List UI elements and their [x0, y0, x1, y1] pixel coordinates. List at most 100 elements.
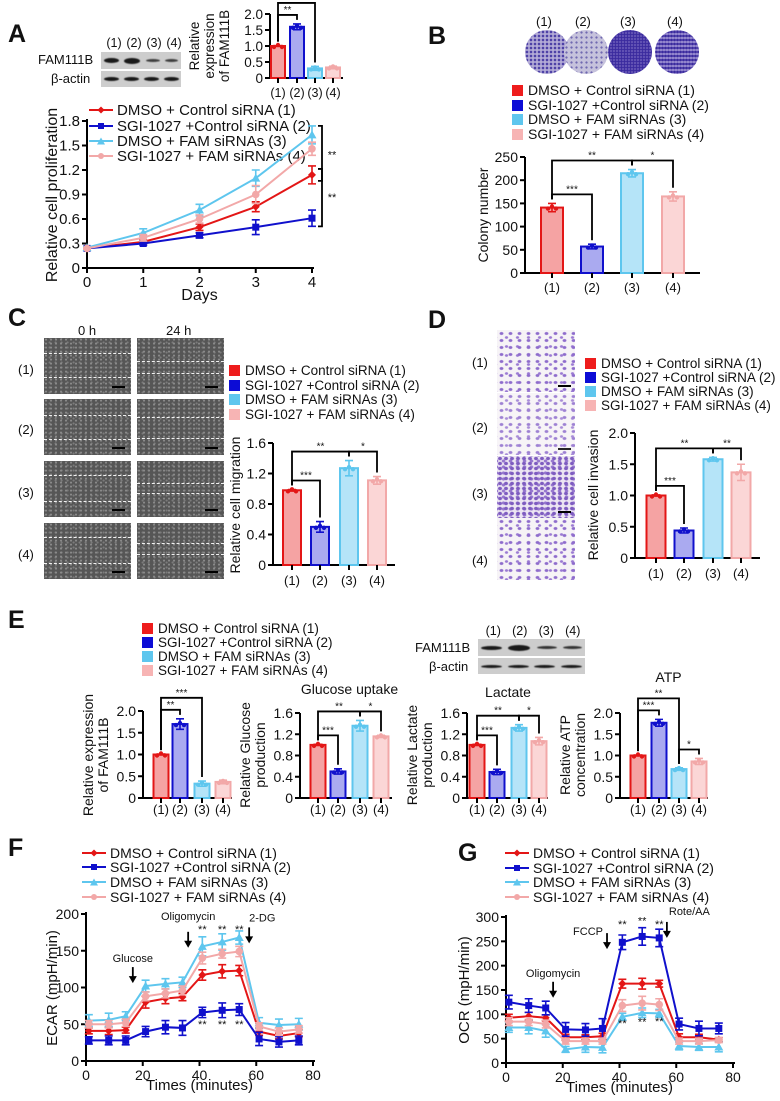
data-point: [656, 719, 662, 724]
blot-fam111b: [101, 52, 181, 69]
y-axis-label: ECAR (mpH/min): [44, 930, 61, 1046]
legend-label: DMSO + Control siRNA (1): [158, 620, 319, 636]
annotation-label: 2-DG: [249, 912, 275, 924]
y-tick-label: 100: [476, 1006, 500, 1022]
y-tick-label: 1.5: [594, 726, 614, 742]
y-tick-label: 250: [495, 149, 519, 165]
square-marker: [142, 1028, 150, 1036]
y-tick-label: 1.0: [594, 748, 614, 764]
y-tick-label: 0: [620, 550, 628, 566]
legend-item: SGI-1027 + FAM siRNAs (4): [585, 397, 771, 413]
legend-line-marker: [82, 849, 106, 857]
row-label: (3): [472, 486, 488, 501]
x-tick-label: (2): [651, 802, 667, 817]
x-tick-label: 60: [248, 1067, 264, 1083]
y-axis-label: production: [419, 722, 435, 787]
y-tick-label: 1.6: [441, 705, 461, 721]
row-label: (4): [472, 553, 488, 568]
legend-item: DMSO + FAM siRNAs (3): [229, 391, 398, 407]
arrow-head-icon: [662, 930, 671, 938]
lane-label: (1): [485, 624, 501, 638]
significance-label: **: [618, 1018, 627, 1030]
x-tick-label: (3): [341, 573, 357, 588]
bar: [580, 245, 604, 275]
data-point: [378, 733, 384, 738]
circle-marker: [581, 1037, 590, 1045]
y-tick-label: 0.8: [247, 496, 267, 512]
y-tick-label: 1.5: [244, 23, 263, 38]
y-axis-label: Relative: [187, 22, 202, 71]
panel-label-f: F: [8, 834, 24, 862]
blot-row-label: FAM111B: [38, 52, 94, 67]
x-tick-label: (3): [307, 86, 322, 100]
circle-marker: [524, 1017, 533, 1026]
invasion-image: [497, 456, 575, 518]
legend-label: DMSO + FAM siRNAs (3): [528, 111, 687, 127]
data-point: [696, 758, 702, 763]
data-point: [361, 724, 367, 729]
data-point: [676, 765, 682, 771]
bar: [673, 529, 695, 559]
data-point: [224, 780, 230, 786]
circle-marker: [655, 1000, 664, 1009]
x-tick-label: 4: [308, 274, 316, 291]
data-point: [670, 193, 676, 198]
y-tick-label: 0: [285, 790, 293, 806]
significance-label: **: [198, 924, 207, 936]
y-tick-label: 0.8: [274, 748, 294, 764]
x-tick-label: (4): [325, 86, 340, 100]
bar: [339, 467, 359, 567]
y-tick-label: 0: [72, 260, 80, 277]
data-point: [660, 721, 666, 726]
circle-marker: [218, 949, 226, 958]
square-marker: [525, 1002, 533, 1010]
arrow-head-icon: [245, 936, 254, 944]
data-point: [540, 739, 546, 745]
circle-marker: [675, 1037, 683, 1045]
series-1: [504, 977, 723, 1044]
fam111b-inset-bar-chart: 00.51.01.52.0 (1) (2)(3)(4) ***** Relativeex…: [187, 0, 343, 100]
bar: [488, 770, 506, 799]
bar: [282, 489, 302, 566]
diamond-marker: [84, 1026, 93, 1035]
square-marker: [255, 1035, 263, 1043]
legend-line-marker: [505, 865, 529, 871]
circle-marker: [295, 1025, 303, 1034]
square-marker: [139, 240, 147, 247]
circle-marker: [275, 1027, 283, 1036]
square-marker: [562, 1025, 570, 1033]
arrow-head-icon: [549, 990, 558, 998]
y-tick-label: 2.0: [117, 703, 137, 719]
data-point: [685, 529, 691, 534]
data-point: [738, 469, 744, 474]
square-marker: [581, 1026, 589, 1034]
data-point: [298, 25, 304, 30]
data-point: [357, 722, 363, 727]
legend-label: SGI-1027 + FAM siRNAs (4): [110, 889, 287, 905]
circle-marker: [255, 1022, 263, 1031]
data-point: [308, 67, 314, 72]
x-tick-label: (1): [153, 802, 169, 817]
data-point: [319, 743, 325, 749]
x-tick-label: (4): [369, 573, 385, 588]
x-tick-label: (1): [270, 86, 285, 100]
legend-item: SGI-1027 + FAM siRNAs (4): [89, 148, 306, 165]
lane-label: (3): [538, 624, 554, 638]
y-tick-label: 50: [502, 242, 518, 258]
triangle-marker: [141, 981, 151, 990]
legend-item: SGI-1027 +Control siRNA (2): [82, 859, 291, 875]
circle-marker: [308, 144, 316, 153]
significance-bracket: [348, 450, 378, 473]
arrow-head-icon: [603, 942, 612, 950]
square-marker: [715, 1024, 723, 1032]
data-point: [512, 726, 518, 732]
y-tick-label: 250: [476, 933, 500, 949]
legend-swatch: [585, 385, 596, 397]
square-marker: [598, 1024, 606, 1032]
y-tick-label: 1.5: [609, 456, 629, 472]
data-point: [350, 466, 356, 472]
x-tick-label: 0: [502, 1069, 510, 1085]
data-point: [315, 741, 321, 747]
